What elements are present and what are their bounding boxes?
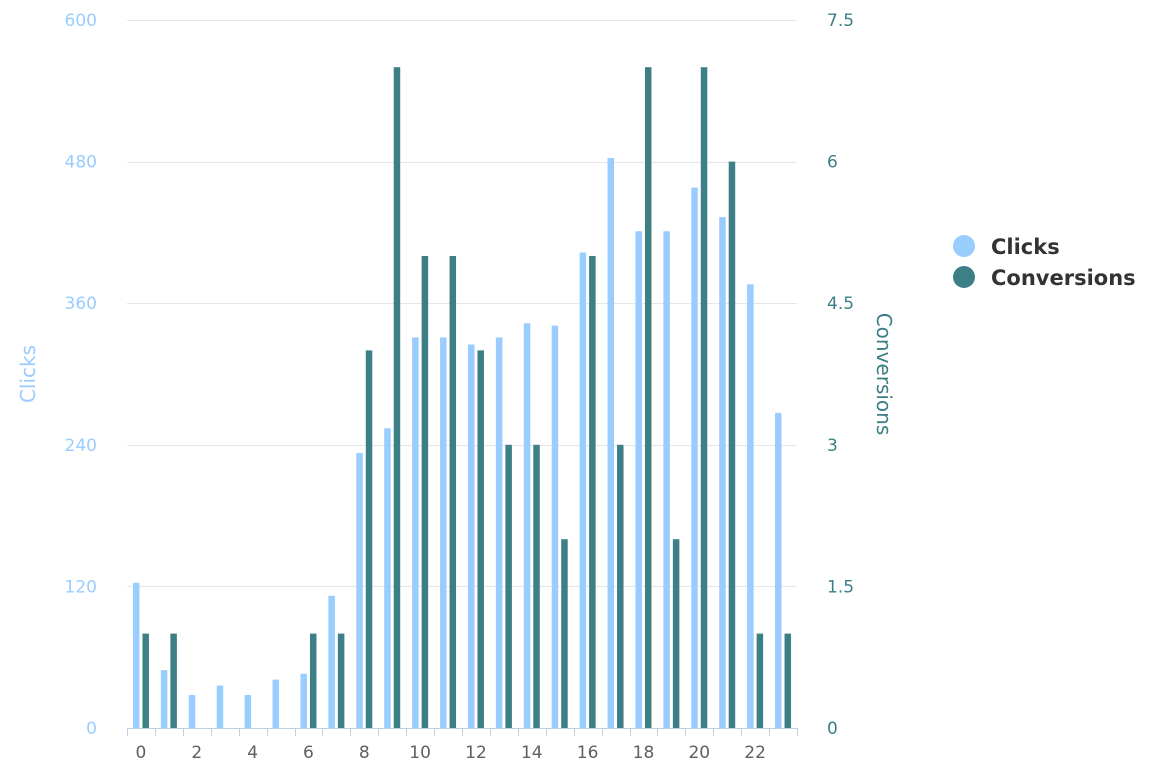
bar-conversions (337, 633, 345, 728)
x-tick-label: 20 (688, 743, 710, 763)
y-right-tick-label: 4.5 (827, 294, 854, 314)
y-right-tick-label: 3 (827, 436, 838, 456)
bar-clicks (579, 252, 587, 728)
y-right-tick-label: 7.5 (827, 11, 854, 31)
x-tick-label: 18 (633, 743, 655, 763)
legend[interactable]: Clicks Conversions (953, 235, 1136, 290)
bar-conversions (617, 444, 624, 728)
bar-clicks (328, 595, 335, 728)
y-left-tick-label: 120 (65, 577, 97, 597)
bar-clicks (244, 694, 252, 728)
bar-conversions (728, 161, 736, 729)
x-tick-label: 6 (303, 743, 314, 763)
x-tick-label: 16 (577, 743, 599, 763)
y-left-tick-label: 0 (86, 719, 97, 739)
bar-clicks (551, 325, 559, 728)
bar-clicks (775, 412, 782, 728)
bar-conversions (393, 67, 401, 728)
bar-conversions (421, 256, 429, 728)
y-right-tick-label: 0 (827, 719, 838, 739)
bar-clicks (691, 187, 698, 728)
bar-clicks (663, 231, 670, 728)
x-tick-label: 4 (247, 743, 258, 763)
y-left-tick-label: 240 (65, 436, 97, 456)
bar-conversions (644, 67, 652, 728)
bar-clicks (607, 158, 615, 728)
bar-clicks (747, 284, 754, 728)
bar-conversions (589, 256, 596, 728)
bar-conversions (756, 633, 764, 728)
legend-marker-conversions (953, 266, 975, 288)
bars (132, 67, 792, 729)
bar-conversions (505, 444, 512, 728)
x-tick-label: 10 (409, 743, 431, 763)
bar-conversions (784, 633, 792, 728)
legend-label-conversions: Conversions (991, 266, 1136, 290)
y-axis-right: 0 1.5 3 4.5 6 7.5 (827, 11, 854, 739)
y-axis-left-title: Clicks (16, 345, 40, 403)
x-tick-label: 8 (359, 743, 370, 763)
y-right-tick-label: 1.5 (827, 577, 854, 597)
y-left-tick-label: 360 (65, 294, 97, 314)
bar-clicks (132, 582, 140, 728)
legend-label-clicks: Clicks (991, 235, 1060, 259)
bar-clicks (300, 673, 307, 728)
bar-clicks (356, 453, 363, 728)
x-tick-label: 22 (744, 743, 766, 763)
bar-clicks (384, 428, 391, 728)
y-axis-right-title: Conversions (872, 313, 896, 436)
bar-conversions (449, 256, 457, 728)
bar-conversions (561, 539, 568, 728)
bar-conversions (672, 539, 680, 728)
bar-conversions (309, 633, 317, 728)
bar-clicks (160, 670, 168, 728)
bar-clicks (635, 231, 642, 728)
x-tick-label: 12 (465, 743, 487, 763)
bar-clicks (216, 685, 224, 728)
x-tick-label: 2 (191, 743, 202, 763)
x-tick-label: 14 (521, 743, 543, 763)
bar-conversions (477, 350, 484, 728)
x-tick-label: 0 (136, 743, 147, 763)
bar-clicks (523, 323, 531, 728)
bar-clicks (188, 694, 196, 728)
y-axis-left: 0 120 240 360 480 600 (65, 11, 97, 739)
bar-conversions (533, 444, 540, 728)
bar-clicks (467, 344, 475, 728)
y-right-tick-label: 6 (827, 153, 838, 173)
bar-clicks (495, 337, 503, 728)
y-left-tick-label: 480 (65, 153, 97, 173)
y-left-tick-label: 600 (65, 11, 97, 31)
legend-marker-clicks (953, 235, 975, 257)
bar-clicks (272, 679, 280, 728)
bar-conversions (142, 633, 149, 728)
bar-conversions (170, 633, 177, 728)
bar-conversions (365, 350, 373, 728)
bar-clicks (719, 217, 726, 728)
bar-clicks (412, 337, 419, 728)
bar-conversions (700, 67, 708, 728)
x-axis: 0 2 4 6 8 10 12 14 16 18 20 22 (127, 728, 798, 763)
bar-clicks (440, 337, 447, 728)
